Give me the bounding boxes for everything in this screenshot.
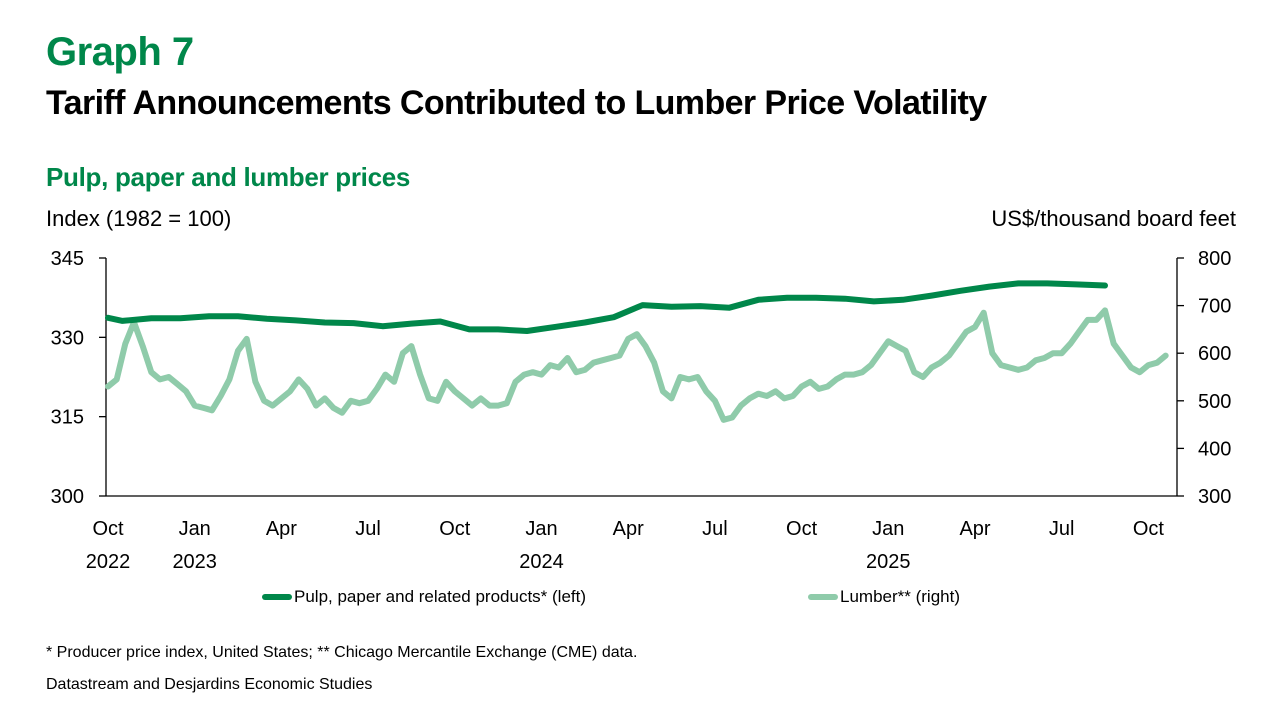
y-axis-left-label: Index (1982 = 100) <box>46 206 232 231</box>
footnote: * Producer price index, United States; *… <box>46 644 638 661</box>
lumber-line <box>105 307 1169 423</box>
graph-number: Graph 7 <box>46 30 194 74</box>
x-tick-label: Jan <box>525 518 557 540</box>
series-pulp <box>105 280 1108 334</box>
x-tick-label: Jul <box>702 518 728 540</box>
y-axis-right-label: US$/thousand board feet <box>991 206 1236 231</box>
x-tick-label: Jul <box>355 518 381 540</box>
x-ticks: Oct 2022 Jan 2023 Apr Jul Oct Jan 2024 Apr Jul Oct J… <box>86 518 1165 573</box>
y-tick-right-label: 300 <box>1198 486 1231 508</box>
source-note: Datastream and Desjardins Economic Studi… <box>46 676 373 693</box>
legend-label-lumber: Lumber** (right) <box>840 587 960 606</box>
chart-title: Tariff Announcements Contributed to Lumb… <box>46 84 987 122</box>
y-ticks-right: 800 700 600 500 400 300 <box>1177 248 1231 508</box>
x-tick-year-label: 2025 <box>866 551 911 573</box>
pulp-line <box>105 280 1108 334</box>
axes <box>105 258 1178 497</box>
y-tick-right-label: 400 <box>1198 438 1231 460</box>
x-tick-label: Jan <box>179 518 211 540</box>
y-ticks-left: 345 330 315 300 <box>51 248 106 508</box>
x-tick-year-label: 2024 <box>519 551 564 573</box>
x-tick-year-label: 2023 <box>172 551 217 573</box>
y-tick-left-label: 300 <box>51 486 84 508</box>
series-lumber <box>105 307 1169 423</box>
legend-label-pulp: Pulp, paper and related products* (left) <box>294 587 587 606</box>
x-tick-label: Oct <box>786 518 818 540</box>
y-tick-right-label: 700 <box>1198 296 1231 318</box>
x-tick-label: Apr <box>613 518 644 540</box>
y-tick-left-label: 345 <box>51 248 84 270</box>
legend-swatch-lumber <box>808 594 838 600</box>
legend-item-lumber: Lumber** (right) <box>808 587 960 607</box>
x-tick-label: Apr <box>959 518 990 540</box>
x-tick-label: Oct <box>439 518 471 540</box>
x-tick-label: Oct <box>92 518 124 540</box>
y-tick-right-label: 800 <box>1198 248 1231 270</box>
x-tick-year-label: 2022 <box>86 551 131 573</box>
x-tick-label: Jul <box>1049 518 1075 540</box>
legend-swatch-pulp <box>262 594 292 600</box>
legend: Pulp, paper and related products* (left)… <box>0 587 1280 611</box>
y-tick-right-label: 600 <box>1198 343 1231 365</box>
y-tick-left-label: 330 <box>51 327 84 349</box>
y-tick-left-label: 315 <box>51 407 84 429</box>
chart-subtitle: Pulp, paper and lumber prices <box>46 162 411 192</box>
x-tick-label: Jan <box>872 518 904 540</box>
legend-item-pulp: Pulp, paper and related products* (left) <box>262 587 586 607</box>
x-tick-label: Oct <box>1133 518 1165 540</box>
x-tick-label: Apr <box>266 518 297 540</box>
y-tick-right-label: 500 <box>1198 391 1231 413</box>
